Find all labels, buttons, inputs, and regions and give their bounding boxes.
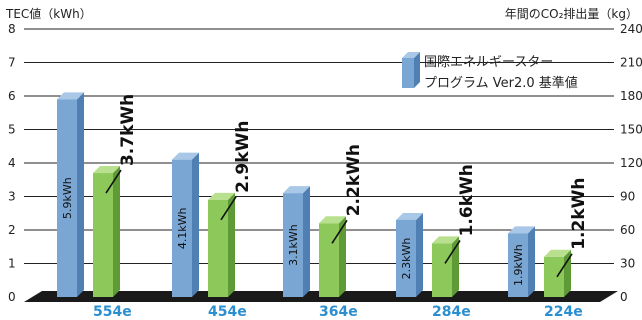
bar-standard-top xyxy=(432,236,459,244)
bar-standard xyxy=(432,243,452,297)
category-label: 224e xyxy=(544,304,583,320)
measured-value-label: 2.3kWh xyxy=(400,238,413,280)
category-label: 454e xyxy=(208,304,247,320)
bar-measured-side xyxy=(192,152,199,297)
right-tick-label: 180 xyxy=(620,89,642,103)
bar-measured-side xyxy=(528,226,535,297)
left-tick-label: 1 xyxy=(8,257,16,271)
category-label: 554e xyxy=(93,304,132,320)
bar-standard xyxy=(544,256,564,297)
bar-labels: 5.9kWh 3.7kWh 554e 4.1kWh 2.9kWh 454e 3.1kWh 2.… xyxy=(61,94,589,320)
bar-measured xyxy=(283,193,303,297)
legend-swatch-side xyxy=(414,52,420,88)
legend-label-line1: 国際エネルギースター xyxy=(424,55,553,70)
standard-value-label: 3.7kWh xyxy=(118,94,138,166)
left-tick-label: 8 xyxy=(8,22,16,36)
left-tick-label: 6 xyxy=(8,89,16,103)
bars xyxy=(57,92,571,297)
gridlines xyxy=(24,28,614,264)
measured-value-label: 4.1kWh xyxy=(176,207,189,249)
legend-swatch-top xyxy=(402,52,420,58)
right-tick-label: 0 xyxy=(620,290,628,304)
right-tick-label: 240 xyxy=(620,22,642,36)
leader-line xyxy=(331,219,348,244)
measured-value-label: 3.1kWh xyxy=(287,224,300,266)
leader-line xyxy=(556,253,573,278)
measured-value-label: 5.9kWh xyxy=(61,177,74,219)
standard-value-label: 2.2kWh xyxy=(344,144,364,216)
leader-line xyxy=(220,196,237,221)
left-tick-label: 3 xyxy=(8,190,16,204)
bar-measured-side xyxy=(303,186,310,297)
standard-value-label: 1.2kWh xyxy=(569,178,589,250)
bar-standard-side xyxy=(452,236,459,297)
left-tick-label: 2 xyxy=(8,223,16,237)
right-tick-label: 120 xyxy=(620,156,642,170)
bar-measured xyxy=(396,219,416,297)
legend-swatch xyxy=(402,58,414,88)
standard-value-label: 1.6kWh xyxy=(457,164,477,236)
bar-measured-side xyxy=(77,92,84,297)
leader-line xyxy=(444,239,461,264)
leader-line xyxy=(105,169,122,194)
bar-standard-top xyxy=(319,216,346,224)
right-tick-label: 90 xyxy=(620,190,635,204)
bar-standard xyxy=(93,173,113,297)
standard-value-label: 2.9kWh xyxy=(233,121,253,193)
bar-standard xyxy=(208,199,228,297)
left-tick-label: 5 xyxy=(8,123,16,137)
bar-standard-top xyxy=(208,192,235,200)
axis-ticks: 0 0 1 30 2 60 3 90 4 120 5 150 6 180 7 210 8 240 xyxy=(8,22,642,304)
legend-label-line2: プログラム Ver2.0 基準値 xyxy=(424,75,578,91)
right-tick-label: 150 xyxy=(620,123,642,137)
bar-measured-top xyxy=(283,186,310,194)
bar-measured-side xyxy=(416,212,423,297)
bar-measured-top xyxy=(172,152,199,160)
bar-standard-side xyxy=(113,166,120,297)
bar-measured-top xyxy=(57,92,84,100)
right-tick-label: 30 xyxy=(620,257,635,271)
right-tick-label: 210 xyxy=(620,56,642,70)
bar-standard-side xyxy=(339,216,346,297)
category-label: 364e xyxy=(319,304,358,320)
bar-standard-side xyxy=(228,192,235,297)
left-tick-label: 7 xyxy=(8,56,16,70)
bar-measured xyxy=(508,233,528,297)
category-label: 284e xyxy=(432,304,471,320)
bar-measured-top xyxy=(396,212,423,220)
measured-value-label: 1.9kWh xyxy=(512,244,525,286)
right-tick-label: 60 xyxy=(620,223,635,237)
left-tick-label: 0 xyxy=(8,290,16,304)
bar-standard xyxy=(319,223,339,297)
bar-measured xyxy=(172,159,192,297)
bar-standard-top xyxy=(544,249,571,257)
bar-standard-top xyxy=(93,166,120,174)
bar-measured xyxy=(57,99,77,297)
left-axis-title: TEC値（kWh） xyxy=(5,6,92,21)
bar-measured-top xyxy=(508,226,535,234)
left-tick-label: 4 xyxy=(8,156,16,170)
right-axis-title: 年間のCO₂排出量（kg） xyxy=(505,7,638,21)
bar-standard-side xyxy=(564,249,571,297)
